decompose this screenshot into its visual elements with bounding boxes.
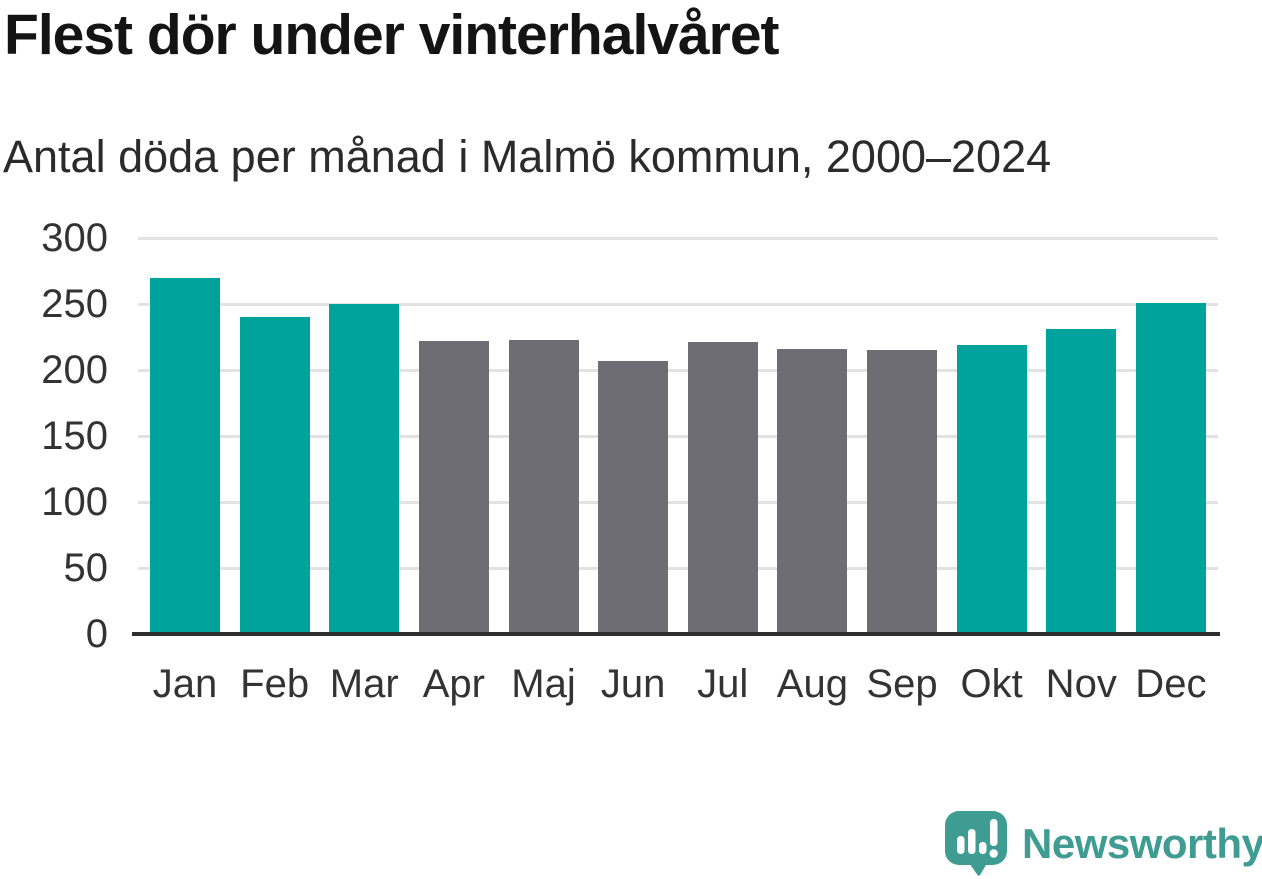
x-tick-label-jun: Jun: [600, 662, 666, 706]
x-tick-label-maj: Maj: [511, 662, 576, 706]
x-axis-line: [132, 632, 1220, 636]
y-tick-label-50: 50: [63, 546, 109, 590]
y-tick-label-200: 200: [41, 348, 108, 392]
newsworthy-logo: Newsworthy: [944, 810, 1262, 877]
x-tick-label-jan: Jan: [152, 662, 218, 706]
gridline-300: [138, 236, 1218, 240]
bar-apr: [418, 340, 489, 634]
y-tick-label-150: 150: [41, 414, 108, 458]
bar-feb: [239, 317, 310, 634]
x-tick-label-feb: Feb: [240, 662, 310, 706]
x-tick-label-sep: Sep: [866, 662, 938, 706]
newsworthy-logo-text: Newsworthy: [1022, 819, 1262, 867]
bar-jan: [150, 277, 220, 634]
bar-jul: [687, 342, 758, 634]
bar-group: [150, 238, 1206, 634]
x-axis-labels: Jan Feb Mar Apr Maj Jun Jul Aug Sep Okt Nov Dec: [150, 658, 1207, 714]
x-tick-label-dec: Dec: [1135, 662, 1207, 706]
chart-subtitle: Antal döda per månad i Malmö kommun, 200…: [3, 131, 1052, 182]
bar-okt: [956, 344, 1027, 634]
y-axis: 0 50 100 150 200 250 300: [0, 0, 108, 879]
y-tick-label-300: 300: [41, 216, 108, 260]
gridline-100: [138, 500, 1218, 504]
gridline-250: [138, 302, 1218, 306]
x-tick-label-jul: Jul: [697, 662, 749, 706]
y-tick-label-100: 100: [41, 480, 108, 524]
gridline-200: [138, 368, 1218, 372]
plot-area: [138, 236, 1218, 634]
bar-mar: [329, 304, 400, 634]
x-tick-label-apr: Apr: [422, 662, 485, 706]
bar-nov: [1046, 329, 1117, 634]
bar-maj: [508, 339, 579, 634]
x-tick-label-mar: Mar: [329, 662, 399, 706]
bar-aug: [777, 348, 848, 634]
gridline-150: [138, 434, 1218, 438]
gridline-50: [138, 566, 1218, 570]
chart-title: Flest dör under vinterhalvåret: [4, 3, 780, 67]
bar-dec: [1135, 302, 1206, 634]
x-tick-label-aug: Aug: [776, 662, 848, 706]
y-tick-label-250: 250: [41, 282, 108, 326]
bar-jun: [598, 360, 669, 634]
x-tick-label-nov: Nov: [1045, 662, 1117, 706]
newsworthy-logo-icon: [945, 811, 1007, 876]
bar-sep: [867, 350, 937, 634]
y-tick-label-0: 0: [85, 612, 108, 656]
x-tick-label-okt: Okt: [960, 662, 1023, 706]
